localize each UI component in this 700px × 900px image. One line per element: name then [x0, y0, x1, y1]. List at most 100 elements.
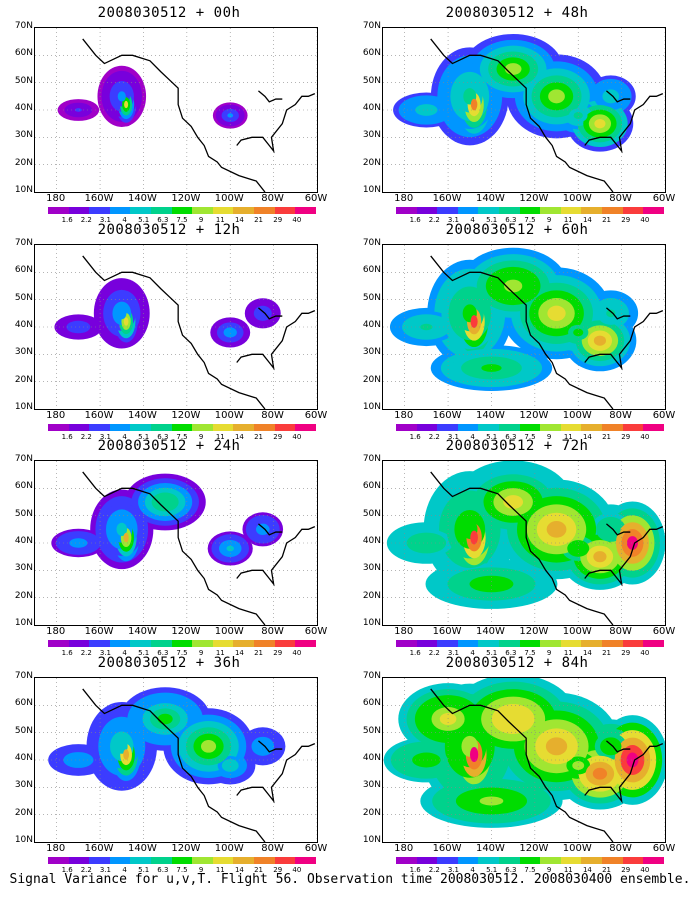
variance-contour: [469, 747, 479, 763]
latitude-label: 40N: [14, 320, 33, 330]
colorbar-swatch: [457, 207, 479, 214]
latitude-label: 20N: [14, 374, 33, 385]
coastline: [606, 740, 631, 753]
longitude-label: 80W: [261, 193, 284, 204]
colorbar-swatch: [48, 424, 69, 431]
colorbar-swatch: [68, 424, 90, 431]
colorbar-label: 2.2: [80, 649, 92, 657]
colorbar-swatch: [89, 640, 110, 647]
colorbar-swatch: [560, 857, 582, 864]
longitude-label: 100W: [214, 843, 244, 854]
colorbar-label: 29: [273, 433, 283, 441]
colorbar-labels: 1.6 2.2 3.1 4 5.1 6.3 7.5 9 11 14 21 29 40: [396, 866, 664, 875]
map-panel: 2008030512 + 24h 70N 60N 50N 40N 30N 20N 10N 180…: [0, 438, 340, 657]
coastline: [82, 471, 266, 625]
colorbar-swatch: [478, 640, 500, 647]
figure-caption: Signal Variance for u,v,T. Flight 56. Ob…: [9, 872, 691, 887]
colorbar-swatch: [295, 857, 316, 864]
colorbar-swatch: [602, 640, 623, 647]
variance-contour: [572, 544, 584, 553]
colorbar-label: 9: [198, 433, 204, 441]
longitude-label: 180: [46, 193, 66, 204]
variance-contour: [227, 113, 234, 118]
latitude-label: 20N: [14, 590, 33, 601]
coastline: [236, 93, 316, 154]
variance-contour: [594, 119, 606, 129]
colorbar-swatch: [192, 424, 213, 431]
latitude-label: 60N: [14, 48, 33, 59]
variance-contour: [158, 497, 172, 507]
variance-contour: [547, 305, 566, 321]
longitude-label: 60W: [304, 410, 328, 421]
latitude-label: 30N: [362, 130, 381, 141]
colorbar-label: 21: [602, 433, 612, 441]
colorbar-label: 3.1: [447, 649, 459, 657]
latitude-label: 60N: [14, 698, 33, 709]
colorbar-label: 29: [621, 866, 631, 874]
colorbar-swatch: [192, 857, 213, 864]
latitude-label: 30N: [14, 563, 33, 574]
variance-contour: [226, 545, 234, 552]
longitude-label: 160W: [432, 626, 462, 637]
colorbar-swatch: [171, 207, 193, 214]
coastline: [82, 688, 266, 842]
latitude-label: 20N: [14, 157, 33, 168]
longitude-label: 160W: [432, 193, 462, 204]
variance-map: [382, 460, 666, 626]
variance-contour: [116, 522, 128, 536]
colorbar-label: 3.1: [447, 433, 459, 441]
latitude-label: 30N: [14, 130, 33, 141]
colorbar-swatch: [437, 640, 458, 647]
colorbar-swatch: [602, 857, 623, 864]
colorbar: [396, 207, 664, 214]
colorbar-swatch: [130, 857, 152, 864]
colorbar-swatch: [151, 424, 172, 431]
variance-contour: [470, 315, 478, 328]
colorbar-swatch: [643, 857, 664, 864]
variance-contour: [503, 495, 524, 509]
longitude-label: 60W: [652, 626, 676, 637]
variance-map: [382, 27, 666, 193]
colorbar-label: 21: [254, 866, 264, 874]
latitude-label: 10N: [14, 618, 33, 628]
colorbar-swatch: [171, 857, 193, 864]
colorbar-label: 5.1: [138, 649, 150, 657]
longitude-label: 140W: [475, 626, 505, 637]
latitude-label: 20N: [362, 807, 381, 818]
colorbar-swatch: [416, 424, 438, 431]
colorbar-label: 3.1: [99, 649, 111, 657]
coastline: [606, 90, 631, 103]
colorbar-labels: 1.6 2.2 3.1 4 5.1 6.3 7.5 9 11 14 21 29 40: [396, 216, 664, 225]
panel-title: 2008030512 + 24h: [97, 438, 241, 454]
longitude-label: 160W: [432, 410, 462, 421]
latitude-label: 30N: [14, 347, 33, 358]
latitude-label: 50N: [362, 292, 381, 303]
colorbar-swatch: [540, 640, 561, 647]
colorbar-label: 14: [234, 866, 244, 874]
coastline: [236, 526, 316, 587]
colorbar-swatch: [192, 640, 213, 647]
variance-contour: [593, 551, 607, 563]
panel-title: 2008030512 + 84h: [445, 655, 589, 671]
colorbar-swatch: [457, 640, 479, 647]
latitude-label: 30N: [362, 780, 381, 791]
coastline: [258, 523, 283, 536]
colorbar-swatch: [643, 640, 664, 647]
colorbar-label: 11: [215, 866, 225, 874]
colorbar-swatch: [109, 640, 131, 647]
colorbar-label: 6.3: [505, 433, 517, 441]
coastline: [584, 310, 664, 371]
colorbar-swatch: [622, 424, 644, 431]
longitude-label: 160W: [84, 410, 114, 421]
colorbar-label: 14: [234, 433, 244, 441]
colorbar: [396, 424, 664, 431]
colorbar-label: 2.2: [428, 866, 440, 874]
latitude-label: 50N: [14, 292, 33, 303]
variance-contour: [157, 713, 173, 725]
colorbar-label: 40: [292, 433, 302, 441]
colorbar-label: 2.2: [80, 866, 92, 874]
variance-map: [34, 244, 318, 410]
colorbar-label: 14: [582, 433, 592, 441]
latitude-label: 40N: [362, 320, 381, 330]
latitude-label: 50N: [14, 508, 33, 519]
